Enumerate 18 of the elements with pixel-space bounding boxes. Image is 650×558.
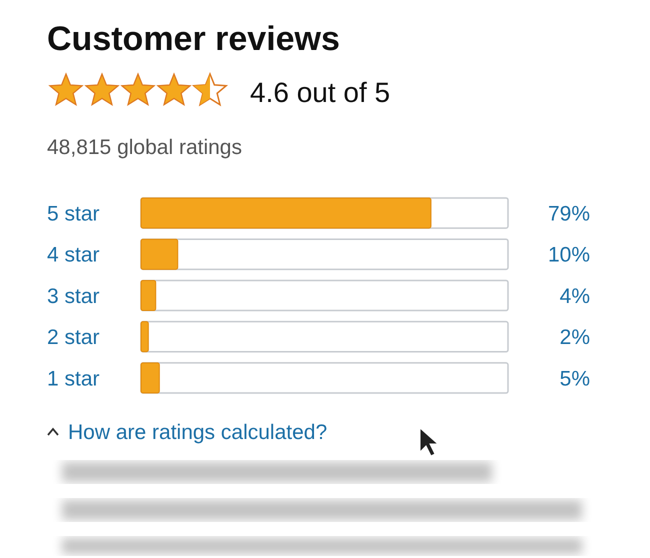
y-tick-label: 5 star	[47, 202, 100, 226]
chart-title: Customer reviews	[47, 20, 340, 58]
data-label: 2%	[560, 326, 590, 350]
y-tick-label: 3 star	[47, 284, 100, 308]
text: 4.6 out of 5	[250, 77, 390, 108]
data-label: 4%	[560, 284, 590, 308]
data-label: 79%	[548, 202, 590, 226]
data-label: 5%	[560, 367, 590, 390]
y-tick-label: 2 star	[47, 326, 100, 350]
y-tick-label: 1 star	[47, 367, 100, 390]
text: How are ratings calculated?	[68, 421, 328, 444]
y-tick-label: 4 star	[47, 244, 100, 267]
bar	[140, 280, 156, 312]
bar	[140, 321, 149, 352]
bar	[140, 362, 160, 394]
data-label: 10%	[548, 244, 590, 267]
chart-subtitle: 48,815 global ratings	[47, 136, 242, 159]
bar	[140, 238, 178, 270]
